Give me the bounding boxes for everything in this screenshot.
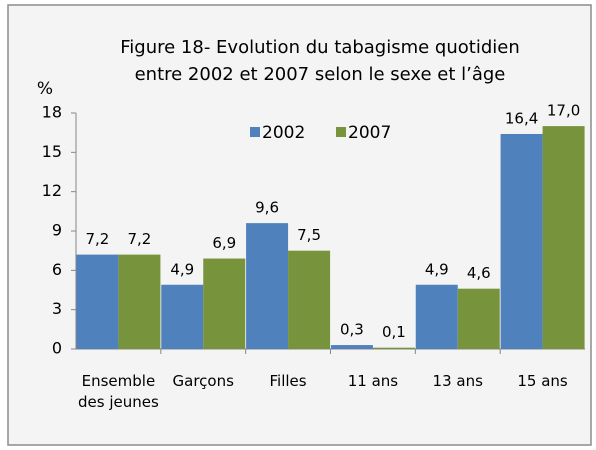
bar [118,254,161,349]
data-label: 4,9 [170,260,194,278]
x-tick-label: 13 ans [432,372,483,390]
data-label: 7,5 [297,226,321,244]
data-label: 7,2 [127,230,151,248]
data-label: 0,1 [382,323,406,341]
bar [246,223,289,349]
bar [288,250,331,349]
x-tick-label-box: 15 ans [517,372,568,390]
y-tick-label: 6 [52,260,62,279]
y-tick-label: 9 [52,221,62,240]
x-tick-label: Filles [269,372,307,390]
data-label: 0,3 [340,321,364,339]
data-label: 7,2 [85,230,109,248]
bar [372,347,415,349]
data-label: 6,9 [212,234,236,252]
x-tick-label-box: Garçons [172,372,234,390]
y-tick-label: 18 [42,103,62,122]
x-tick-label: 11 ans [347,372,399,390]
x-tick-label-box: Filles [269,372,307,390]
y-tick-label: 12 [42,181,62,200]
chart-title: Figure 18- Evolution du tabagisme quotid… [120,37,520,58]
x-tick-label: Ensemble des jeunes [78,372,159,411]
chart-title: entre 2002 et 2007 selon le sexe et l’âg… [135,64,506,85]
data-label: 4,9 [425,260,449,278]
bar [542,126,585,349]
data-label: 16,4 [505,109,538,127]
bar [161,284,204,349]
bar [203,258,246,349]
x-tick-label-box: 13 ans [432,372,483,390]
data-label: 4,6 [467,264,491,282]
y-axis-label: % [37,79,53,99]
y-tick-label: 0 [52,339,62,358]
chart-frame [7,4,592,446]
bar [457,288,500,349]
x-tick-label-box: Ensemble des jeunes [78,372,159,411]
data-label: 9,6 [255,199,279,217]
x-tick-label: 15 ans [517,372,568,390]
data-label: 17,0 [547,102,580,120]
bar [330,345,373,349]
legend-swatch [250,127,260,137]
legend-label: 2002 [262,123,305,143]
x-tick-label: Garçons [172,372,234,390]
y-tick-label: 3 [52,299,62,318]
legend-label: 2007 [348,123,391,143]
legend-swatch [336,127,346,137]
bar [415,284,458,349]
bar [500,133,543,349]
x-tick-label-box: 11 ans [347,372,399,390]
bar [76,254,119,349]
y-tick-label: 15 [42,142,62,161]
